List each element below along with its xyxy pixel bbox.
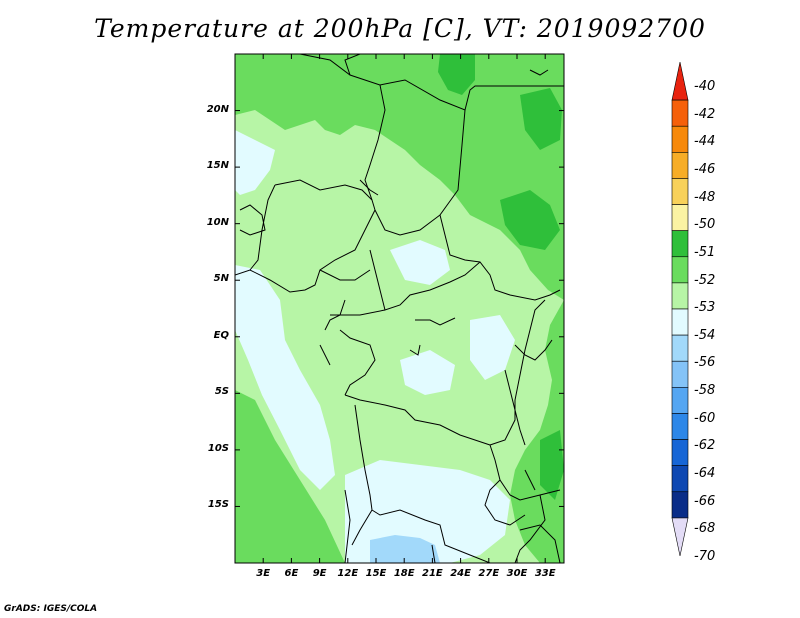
colorbar-label: -60 bbox=[694, 410, 716, 426]
x-tick-label: 12E bbox=[337, 568, 359, 579]
colorbar-swatch bbox=[671, 256, 689, 284]
colorbar-swatch bbox=[671, 230, 689, 258]
field-north-green bbox=[235, 54, 564, 300]
plot-title: Temperature at 200hPa [C], VT: 201909270… bbox=[94, 14, 706, 43]
colorbar-swatch bbox=[671, 517, 689, 557]
field-nw-cyan bbox=[235, 130, 275, 195]
colorbar-swatch bbox=[671, 439, 689, 466]
colorbar-label: -50 bbox=[694, 217, 716, 233]
x-tick-label: 18E bbox=[393, 568, 415, 579]
colorbar-label: -66 bbox=[694, 493, 716, 509]
field-dark-green-ne2 bbox=[500, 190, 560, 250]
y-tick-label: 15N bbox=[206, 160, 229, 172]
x-tick-label: 33E bbox=[534, 568, 556, 579]
credit-text: GrADS: IGES/COLA bbox=[4, 604, 98, 614]
colorbar-label: -68 bbox=[694, 521, 716, 537]
axis-ticks bbox=[235, 54, 564, 563]
y-tick-label: 20N bbox=[206, 103, 229, 115]
x-tick-label: 3E bbox=[256, 568, 271, 579]
colorbar-swatch bbox=[671, 99, 689, 127]
colorbar-swatch bbox=[671, 413, 689, 440]
field-dark-green-ne3 bbox=[520, 88, 562, 150]
country-boundaries bbox=[235, 54, 564, 563]
colorbar-label: -48 bbox=[694, 189, 716, 205]
x-tick-label: 30E bbox=[506, 568, 528, 579]
x-tick-label: 9E bbox=[312, 568, 327, 579]
colorbar-label: -51 bbox=[694, 244, 716, 260]
temperature-field bbox=[235, 54, 564, 563]
colorbar-label: -42 bbox=[694, 106, 716, 122]
colorbar-swatch bbox=[671, 308, 689, 336]
colorbar-label: -58 bbox=[694, 383, 716, 399]
colorbar-label: -54 bbox=[694, 327, 716, 343]
x-tick-label: 21E bbox=[422, 568, 443, 579]
colorbar-label: -53 bbox=[694, 300, 716, 316]
colorbar-label: -44 bbox=[694, 134, 716, 150]
y-tick-label: 10N bbox=[206, 216, 229, 228]
colorbar-label: -46 bbox=[694, 161, 716, 177]
colorbar-label: -62 bbox=[694, 438, 716, 454]
colorbar-swatch bbox=[671, 334, 689, 362]
field-center-cyan bbox=[390, 240, 450, 285]
colorbar-swatch bbox=[671, 465, 689, 493]
x-tick-label: 6E bbox=[284, 568, 299, 579]
field-east-green bbox=[510, 300, 564, 563]
colorbar-label: -52 bbox=[694, 272, 716, 288]
colorbar-swatch bbox=[671, 360, 689, 388]
y-tick-label: 5S bbox=[214, 386, 229, 398]
colorbar-label: -64 bbox=[694, 466, 716, 482]
field-dark-green-ne bbox=[438, 54, 475, 95]
y-tick-label: 10S bbox=[207, 442, 229, 454]
y-tick-label: 5N bbox=[213, 273, 229, 285]
colorbar-swatch bbox=[671, 204, 689, 231]
colorbar-swatch bbox=[671, 61, 689, 101]
x-tick-label: 24E bbox=[450, 568, 471, 579]
field-light-blue bbox=[370, 535, 440, 563]
y-tick-label: EQ bbox=[213, 329, 229, 341]
field-east-cyan bbox=[470, 315, 515, 380]
field-mid-cyan bbox=[400, 350, 455, 395]
x-tick-label: 15E bbox=[365, 568, 387, 579]
colorbar bbox=[671, 61, 689, 557]
colorbar-swatch bbox=[671, 387, 689, 414]
colorbar-swatch bbox=[671, 152, 689, 179]
colorbar-swatch bbox=[671, 491, 689, 519]
x-tick-label: 27E bbox=[478, 568, 500, 579]
colorbar-label: -56 bbox=[694, 355, 716, 371]
colorbar-swatch bbox=[671, 282, 689, 310]
field-dark-green-w bbox=[235, 390, 345, 563]
colorbar-label: -70 bbox=[694, 549, 716, 564]
map-frame bbox=[234, 53, 565, 564]
y-tick-label: 15S bbox=[207, 499, 229, 511]
field-dark-green-se bbox=[540, 430, 564, 500]
colorbar-swatch bbox=[671, 178, 689, 205]
colorbar-label: -40 bbox=[694, 79, 716, 94]
field-west-cyan bbox=[235, 265, 335, 490]
colorbar-swatch bbox=[671, 125, 689, 153]
